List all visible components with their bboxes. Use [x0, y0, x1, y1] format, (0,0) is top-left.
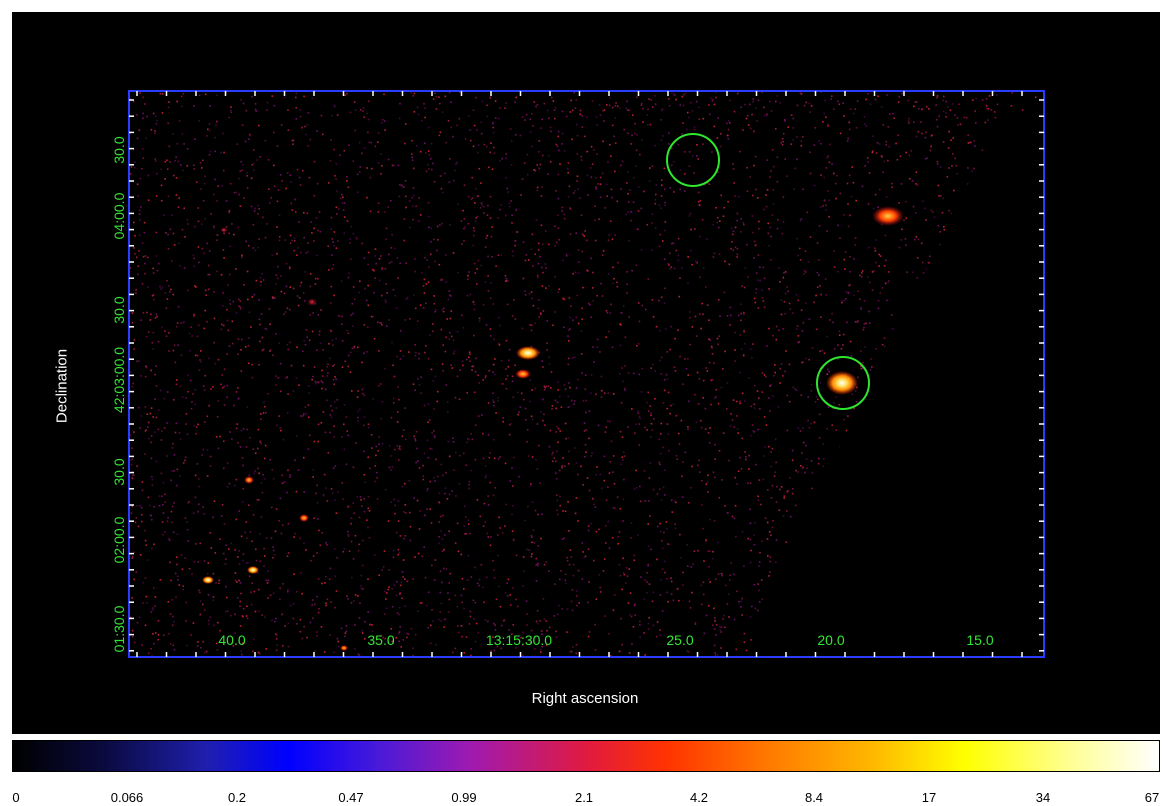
y-tick-label: 04:00.0 — [111, 192, 127, 240]
region-circle-top — [666, 133, 720, 187]
y-axis-label: Declination — [53, 348, 71, 424]
source-bottom-1 — [340, 645, 348, 651]
image-panel: 30.0 04:00.0 30.0 42:03:00.0 30.0 02:00.… — [12, 12, 1160, 734]
source-left-5 — [307, 298, 317, 306]
colorbar-label: 4.2 — [689, 790, 709, 805]
source-center — [516, 346, 540, 360]
y-tick-label: 01:30.0 — [111, 605, 127, 653]
x-tick-label: 20.0 — [817, 632, 845, 648]
colorbar-label: 0.99 — [451, 790, 477, 805]
source-left-2 — [247, 566, 259, 574]
x-axis-label: Right ascension — [531, 690, 639, 707]
source-center-2 — [515, 369, 531, 379]
x-tick-label: 13:15:30.0 — [485, 632, 553, 648]
colorbar-label: 2.1 — [574, 790, 594, 805]
plot-frame — [128, 90, 1045, 658]
colorbar-label: 0.47 — [338, 790, 364, 805]
x-tick-label: 35.0 — [367, 632, 395, 648]
frame-ticks — [129, 91, 1044, 657]
colorbar — [12, 740, 1160, 772]
colorbar-label: 34 — [1035, 790, 1051, 805]
region-circle-source — [816, 356, 870, 410]
sky-image — [128, 90, 1045, 658]
x-tick-label: 25.0 — [666, 632, 694, 648]
colorbar-label: 0.066 — [110, 790, 144, 805]
colorbar-label: 17 — [921, 790, 937, 805]
y-tick-label: 30.0 — [111, 136, 127, 164]
source-left-6 — [220, 227, 228, 233]
colorbar-label: 67 — [1144, 790, 1160, 805]
x-tick-label: 15.0 — [966, 632, 994, 648]
x-tick-label: 40.0 — [218, 632, 246, 648]
colorbar-label: 0 — [12, 790, 20, 805]
source-left-1 — [202, 576, 214, 584]
y-tick-label: 42:03:00.0 — [111, 346, 127, 414]
source-left-3 — [244, 476, 254, 484]
source-left-4 — [299, 514, 309, 522]
y-tick-label: 02:00.0 — [111, 516, 127, 564]
y-tick-label: 30.0 — [111, 458, 127, 486]
no-exposure-region — [747, 112, 1044, 657]
source-bright-20 — [826, 371, 858, 395]
colorbar-label: 8.4 — [804, 790, 824, 805]
y-tick-label: 30.0 — [111, 296, 127, 324]
source-upper-right — [872, 206, 904, 226]
colorbar-label: 0.2 — [227, 790, 247, 805]
